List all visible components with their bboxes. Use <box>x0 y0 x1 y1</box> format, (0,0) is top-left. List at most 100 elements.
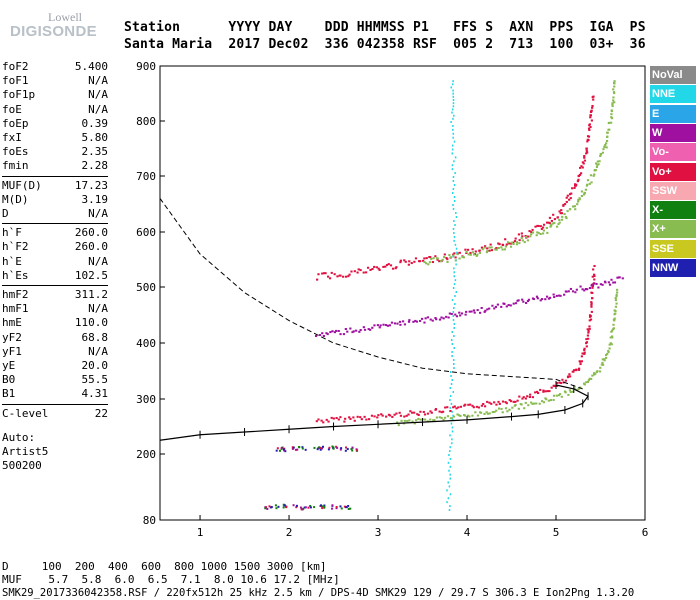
param-key: hmE <box>2 316 22 330</box>
echo-point-vo2f <box>497 242 500 245</box>
echo-point-w <box>434 316 437 319</box>
digisonde-logo: Lowell DIGISONDE <box>6 10 116 44</box>
param-value: N/A <box>88 344 108 358</box>
echo-point-w <box>386 324 390 327</box>
echo-point-x <box>547 399 550 402</box>
legend-item-nne: NNE <box>650 85 696 104</box>
echo-point-x2f <box>595 165 599 168</box>
echo-point-vo2f <box>490 249 494 252</box>
echo-point-es <box>343 505 346 508</box>
echo-point-w <box>569 287 573 290</box>
echo-point-x2f <box>436 257 439 260</box>
echo-point-vo2f <box>586 151 589 154</box>
echo-point-x2f <box>506 241 510 244</box>
echo-point-nne <box>449 395 452 397</box>
echo-point-nne <box>451 410 453 413</box>
echo-point-x <box>432 419 435 422</box>
echo-point-vo <box>590 303 593 306</box>
echo-point-vo2f <box>582 162 585 165</box>
echo-point-x <box>609 342 612 345</box>
echo-point-x <box>433 419 436 422</box>
echo-point-w <box>359 328 362 331</box>
echo-point-x <box>523 407 526 410</box>
echo-point-x <box>541 400 544 403</box>
echo-point-nne <box>453 307 455 309</box>
echo-point-nne <box>449 406 452 409</box>
echo-point-x <box>611 329 614 332</box>
echo-point-vo <box>373 415 376 418</box>
echo-point-x2f <box>576 203 579 206</box>
param-row: MUF(D) 17.23 <box>2 179 108 193</box>
echo-point-x2f <box>478 251 482 254</box>
param-key: h`E <box>2 254 22 268</box>
echo-point-vo2f <box>316 278 319 281</box>
echo-point-x2f <box>605 142 608 145</box>
echo-point-nne <box>448 454 450 456</box>
echo-point-w <box>470 310 473 313</box>
profile-dashed-line <box>159 198 583 390</box>
echo-point-vo2f <box>466 248 470 251</box>
echo-point-x <box>450 417 454 420</box>
echo-point-x <box>514 403 517 406</box>
echo-point-nne <box>449 457 452 460</box>
echo-point-vo <box>475 405 479 408</box>
echo-point-nne <box>449 450 451 453</box>
echo-point-x2f <box>536 231 539 234</box>
echo-point-x2f <box>539 232 542 235</box>
echo-point-es <box>304 506 307 509</box>
echo-point-vo <box>395 412 398 415</box>
echo-point-vo <box>577 368 581 371</box>
echo-point-vo <box>553 385 556 388</box>
echo-point-vo2f <box>438 260 441 263</box>
param-value: N/A <box>88 74 108 88</box>
echo-point-vo2f <box>408 260 411 263</box>
echo-point-vo2f <box>528 230 531 233</box>
echo-point-vo <box>534 391 537 394</box>
echo-point-es <box>283 449 286 452</box>
echo-point-vo2f <box>377 267 380 270</box>
param-row: M(D) 3.19 <box>2 193 108 207</box>
echo-point-x <box>592 372 596 375</box>
echo-point-vo2f <box>365 271 368 274</box>
echo-point-w <box>505 305 508 308</box>
echo-point-vo2f <box>350 270 353 273</box>
echo-point-vo <box>508 399 511 402</box>
echo-point-vo <box>590 310 593 313</box>
echo-point-vo <box>416 413 419 416</box>
echo-point-x <box>615 302 618 305</box>
echo-point-x <box>471 414 474 417</box>
echo-point-es <box>335 505 338 508</box>
echo-point-x2f <box>490 246 493 249</box>
param-key: yF1 <box>2 344 22 358</box>
echo-point-x2f <box>577 200 580 203</box>
echo-point-vo <box>588 327 591 330</box>
echo-point-vo2f <box>488 249 491 252</box>
echo-point-x <box>485 411 488 414</box>
echo-point-x <box>607 350 610 353</box>
echo-point-vo <box>581 352 584 355</box>
echo-point-es <box>339 448 342 451</box>
echo-point-nne <box>449 477 451 480</box>
echo-point-x <box>600 363 603 366</box>
echo-point-vo <box>548 390 551 393</box>
echo-point-vo2f <box>469 251 472 254</box>
echo-point-w <box>333 331 337 334</box>
echo-point-x <box>457 414 461 417</box>
echo-point-vo <box>356 415 359 418</box>
echo-point-x <box>596 370 599 373</box>
echo-point-vo <box>575 368 578 371</box>
echo-point-w <box>331 330 334 333</box>
echo-point-vo2f <box>348 273 351 276</box>
echo-point-nne <box>450 86 452 89</box>
echo-point-x2f <box>580 190 584 193</box>
logo-digisonde-text: DIGISONDE <box>10 23 97 40</box>
echo-point-x2f <box>427 263 430 266</box>
echo-point-es <box>327 448 330 451</box>
echo-point-w <box>547 297 551 300</box>
echo-point-x <box>417 417 420 420</box>
echo-point-x2f <box>475 254 478 257</box>
echo-point-x <box>508 408 511 411</box>
echo-point-w <box>445 315 448 318</box>
echo-point-x <box>517 407 520 410</box>
header-values: Santa Maria 2017 Dec02 336 042358 RSF 00… <box>124 37 646 52</box>
